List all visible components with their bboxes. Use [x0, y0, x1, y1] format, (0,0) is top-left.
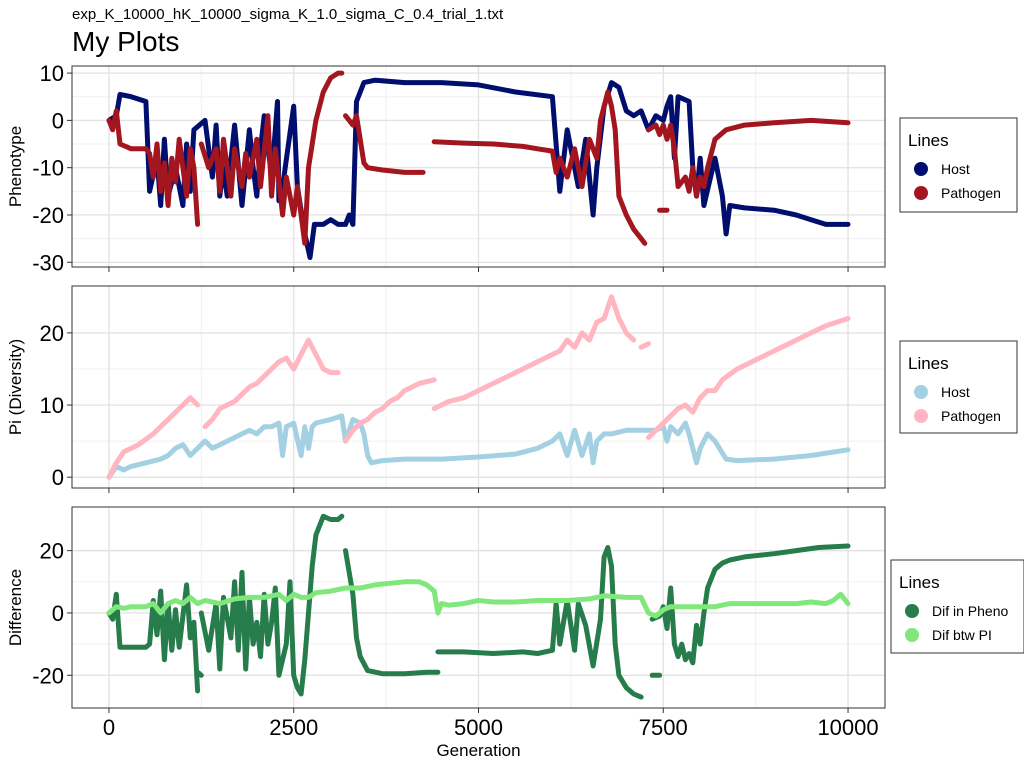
x-tick-label: 10000: [817, 715, 878, 740]
series-line-dif-in-pheno: [343, 548, 441, 677]
legend-key: [914, 186, 928, 200]
y-tick-label: -20: [32, 663, 64, 688]
legend-label: Dif in Pheno: [932, 603, 1008, 619]
chart-subtitle: exp_K_10000_hK_10000_sigma_K_1.0_sigma_C…: [72, 6, 504, 23]
series-line-pathogen: [343, 113, 426, 175]
y-tick-label: 10: [40, 393, 64, 418]
series-line-pathogen: [638, 341, 651, 350]
legend-label: Host: [941, 161, 970, 177]
legend-key: [914, 409, 928, 423]
x-tick-label: 2500: [269, 715, 318, 740]
legend-label: Pathogen: [941, 408, 1001, 424]
series-line-dif-in-pheno: [198, 513, 345, 697]
y-tick-label: 10: [40, 61, 64, 86]
series-line-pathogen: [198, 70, 345, 246]
y-axis-title: Difference: [6, 569, 25, 646]
legend-key: [914, 162, 928, 176]
legend-title: Lines: [899, 573, 940, 592]
y-tick-label: 0: [52, 601, 64, 626]
series-line-host: [106, 413, 851, 480]
x-tick-label: 5000: [454, 715, 503, 740]
series-line-dif-btw-pi: [106, 579, 851, 619]
series-line-dif-in-pheno: [649, 543, 851, 666]
y-tick-label: -20: [32, 203, 64, 228]
y-tick-label: 0: [52, 108, 64, 133]
legend-key: [914, 385, 928, 399]
series-line-pathogen: [431, 294, 637, 412]
series-line-dif-in-pheno: [195, 669, 204, 678]
legend-label: Host: [941, 384, 970, 400]
chart-title: My Plots: [72, 26, 180, 57]
x-tick-label: 7500: [639, 715, 688, 740]
y-axis-title: Pi (Diversity): [6, 339, 25, 435]
legend-key: [905, 628, 919, 642]
series-line-pathogen: [431, 89, 648, 246]
y-axis-title: Phenotype: [6, 126, 25, 207]
y-tick-label: 20: [40, 321, 64, 346]
legend-key: [905, 604, 919, 618]
series-line-pathogen: [343, 377, 437, 444]
series-line-pathogen: [646, 117, 851, 199]
x-tick-label: 0: [103, 715, 115, 740]
series-line-dif-in-pheno: [435, 545, 644, 700]
y-tick-label: 20: [40, 539, 64, 564]
x-axis-title: Generation: [436, 741, 520, 760]
series-line-host: [106, 77, 851, 260]
legend-label: Dif btw PI: [932, 627, 992, 643]
legend-title: Lines: [908, 354, 949, 373]
y-tick-label: 0: [52, 465, 64, 490]
legend-title: Lines: [908, 131, 949, 150]
series-line-pathogen: [106, 108, 201, 227]
y-tick-label: -10: [32, 156, 64, 181]
series-line-pathogen: [646, 316, 851, 440]
legend-label: Pathogen: [941, 185, 1001, 201]
series-line-pathogen: [106, 395, 201, 480]
y-tick-label: -30: [32, 250, 64, 275]
series-line-dif-in-pheno: [106, 582, 201, 694]
series-line-pathogen: [202, 337, 341, 430]
